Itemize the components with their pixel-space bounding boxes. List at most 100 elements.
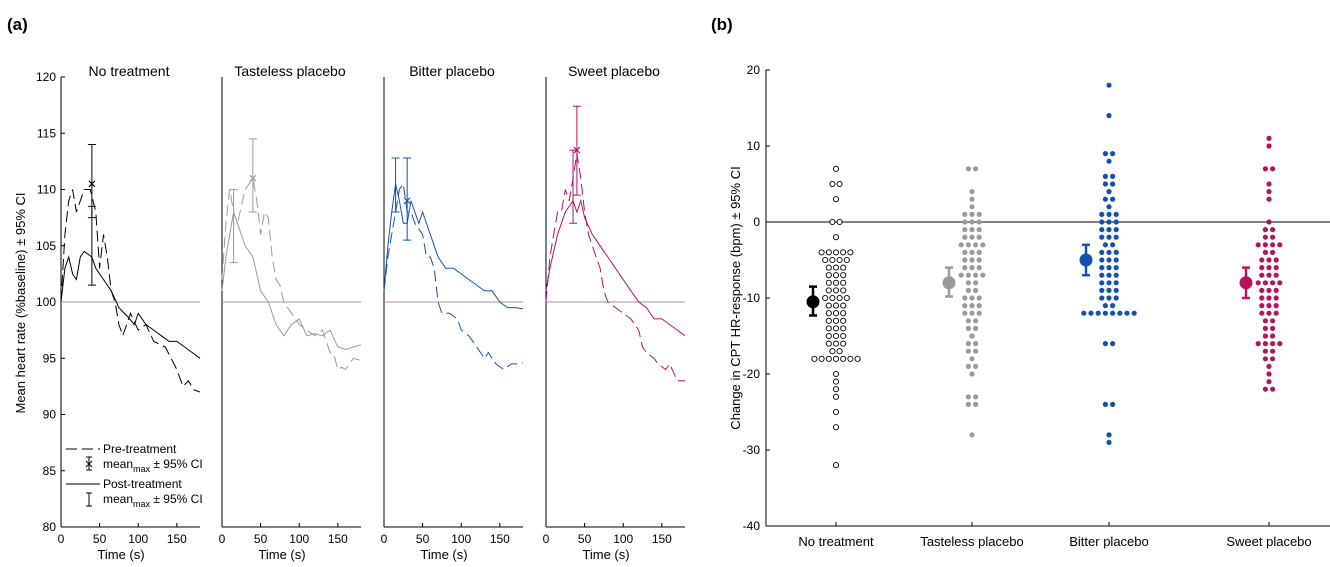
data-point (1277, 242, 1283, 248)
data-point (1270, 249, 1276, 255)
data-point (1266, 265, 1272, 271)
data-point (1113, 211, 1119, 217)
data-point (832, 272, 840, 279)
x-tick-label: 0 (381, 532, 388, 546)
data-point (825, 340, 832, 347)
data-point (825, 317, 832, 324)
data-point (976, 295, 982, 301)
mean-marker (1079, 253, 1093, 267)
data-point (969, 219, 975, 225)
panel-b-y-tick-label: 10 (747, 139, 761, 153)
data-point (1106, 219, 1112, 225)
panel-a-y-axis-label: Mean heart rate (%baseline) ± 95% CI (13, 192, 28, 413)
data-point (1106, 204, 1112, 210)
group-sweet: Sweet placebo (1226, 135, 1312, 549)
data-point (976, 219, 982, 225)
data-point (811, 355, 818, 362)
data-point (965, 242, 972, 248)
data-point (840, 340, 847, 347)
data-point (1081, 310, 1087, 316)
data-point (1262, 325, 1268, 331)
data-point (840, 287, 847, 294)
data-point (840, 279, 847, 286)
data-point (976, 303, 982, 309)
x-tick-label: 50 (93, 532, 107, 546)
data-point (1255, 341, 1261, 347)
data-point (1106, 439, 1112, 445)
data-point (1099, 265, 1105, 271)
data-point (1270, 166, 1276, 172)
data-point (1273, 287, 1279, 293)
data-point (1099, 249, 1105, 255)
data-point (976, 249, 982, 255)
data-point (1273, 265, 1279, 271)
subplot-sweet: 0 50 100 150 Time (s) Sweet placebo (543, 63, 686, 562)
data-point (962, 219, 968, 225)
category-label: Sweet placebo (1226, 534, 1311, 549)
data-point (1110, 151, 1116, 157)
data-point (1266, 196, 1272, 202)
data-point (840, 310, 847, 317)
data-point (1102, 310, 1108, 316)
data-point (1113, 257, 1119, 263)
data-point (836, 218, 843, 226)
data-point (832, 264, 840, 271)
group-tasteless: Tasteless placebo (920, 166, 1024, 549)
data-point (1259, 303, 1265, 309)
data-point (825, 279, 832, 286)
pre-max-mean-marker (249, 174, 257, 182)
data-point (1262, 234, 1268, 240)
legend-post-mean-label: meanmax ± 95% CI (103, 492, 203, 509)
data-point (1102, 181, 1108, 187)
data-point (836, 180, 843, 188)
data-point (1255, 242, 1261, 248)
data-point (832, 340, 840, 347)
data-point (1113, 265, 1119, 271)
x-axis-label: Time (s) (582, 547, 629, 562)
data-point (840, 264, 847, 271)
data-point (854, 355, 861, 362)
data-point (1110, 310, 1116, 316)
data-point (822, 256, 829, 264)
panel-b-y-tick-label: -10 (743, 291, 761, 305)
panel-b-y-tick-label: -20 (743, 367, 761, 381)
data-point (1099, 227, 1105, 233)
post-treatment-line (60, 250, 201, 359)
data-point (832, 370, 840, 378)
data-point (1113, 295, 1119, 301)
data-point (847, 249, 854, 256)
x-tick-label: 50 (416, 532, 430, 546)
x-axis-label: Time (s) (420, 547, 467, 562)
data-point (962, 211, 968, 217)
data-point (1266, 181, 1272, 187)
data-point (969, 204, 975, 210)
data-point (965, 341, 972, 347)
panel-a-y-tick-label: 90 (43, 408, 57, 422)
data-point (836, 256, 843, 264)
pre-treatment-line (60, 189, 201, 393)
data-point (1110, 401, 1116, 407)
data-point (973, 363, 979, 369)
data-point (962, 227, 968, 233)
data-point (1110, 303, 1116, 309)
data-point (1277, 280, 1283, 286)
panel-a-y-tick-label: 110 (37, 183, 56, 197)
post-treatment-line (545, 198, 686, 337)
data-point (969, 432, 975, 438)
subplot-tasteless: 0 50 100 150 Time (s) Tasteless placebo (219, 63, 362, 562)
pre-max-mean-marker (88, 180, 96, 188)
panel-a-time-series: Mean heart rate (%baseline) ± 95% CI 80 8… (13, 63, 686, 562)
data-point (969, 189, 975, 195)
x-tick-label: 150 (167, 532, 187, 546)
data-point (1106, 113, 1112, 119)
data-point (973, 280, 979, 286)
data-point (1106, 295, 1112, 301)
data-point (818, 355, 825, 362)
data-point (1099, 280, 1105, 286)
x-tick-label: 150 (652, 532, 672, 546)
data-point (1270, 386, 1276, 392)
data-point (976, 211, 982, 217)
legend-pre-label: Pre-treatment (103, 442, 177, 456)
data-point (1259, 295, 1265, 301)
